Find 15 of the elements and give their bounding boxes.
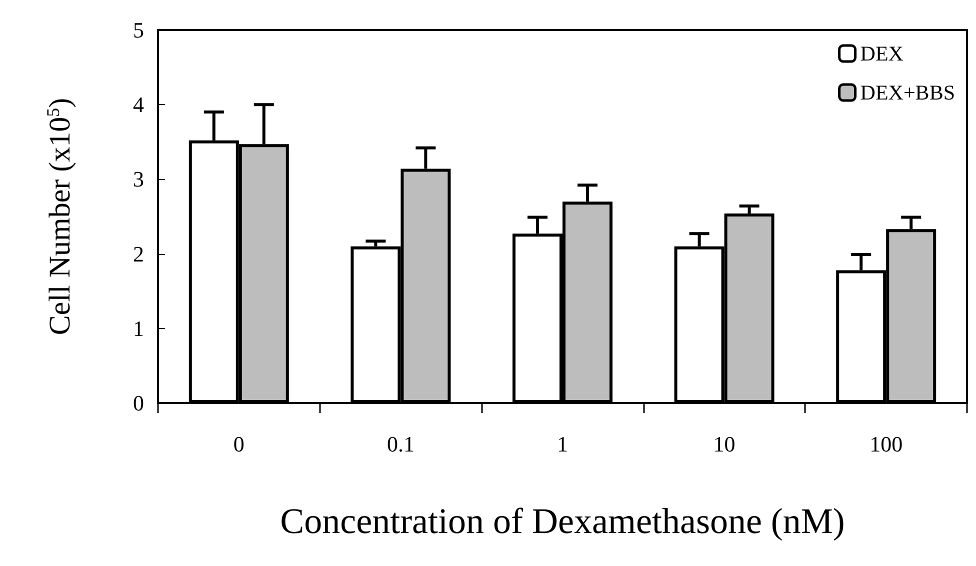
y-tick-label: 1: [133, 316, 144, 341]
x-axis-title: Concentration of Dexamethasone (nM): [280, 501, 845, 541]
y-axis-title: Cell Number (x105): [43, 98, 76, 336]
y-tick-label: 5: [133, 18, 144, 42]
legend-label: DEX: [860, 42, 904, 66]
x-tick-label: 10: [713, 432, 736, 456]
x-tick-label: 1: [557, 432, 568, 456]
x-tick-label: 0.1: [386, 432, 414, 456]
y-tick-label: 2: [133, 241, 144, 266]
y-tick-label: 3: [133, 166, 144, 192]
x-tick-label: 0: [233, 432, 244, 456]
legend-label: DEX+BBS: [860, 80, 956, 104]
x-tick-label: 100: [870, 432, 903, 456]
y-tick-label: 0: [133, 390, 144, 416]
y-tick-label: 4: [133, 92, 144, 118]
